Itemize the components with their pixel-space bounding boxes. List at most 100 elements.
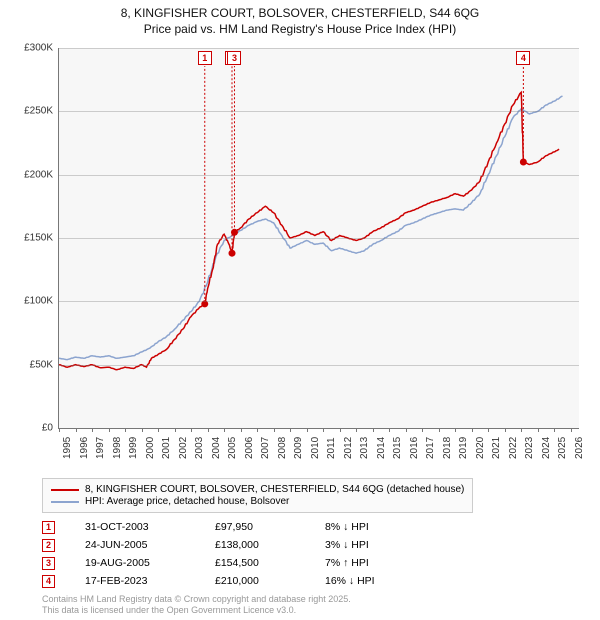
legend-item: HPI: Average price, detached house, Bols… <box>51 496 464 507</box>
y-gridline <box>59 301 579 302</box>
series-price_paid <box>59 92 559 369</box>
sales-marker: 4 <box>42 575 55 588</box>
x-axis-label: 2024 <box>541 437 552 459</box>
x-tick <box>340 428 341 432</box>
x-tick <box>521 428 522 432</box>
marker-label: 3 <box>227 51 241 65</box>
x-tick <box>241 428 242 432</box>
marker-label: 1 <box>198 51 212 65</box>
title-line-1: 8, KINGFISHER COURT, BOLSOVER, CHESTERFI… <box>0 6 600 22</box>
x-tick <box>422 428 423 432</box>
y-gridline <box>59 111 579 112</box>
x-axis-label: 1996 <box>79 437 90 459</box>
x-axis-label: 2025 <box>557 437 568 459</box>
x-tick <box>224 428 225 432</box>
sales-marker: 3 <box>42 557 55 570</box>
x-tick <box>323 428 324 432</box>
x-axis-label: 2011 <box>326 437 337 459</box>
sales-marker: 2 <box>42 539 55 552</box>
sales-row: 319-AUG-2005£154,5007% ↑ HPI <box>42 554 435 572</box>
x-axis-label: 2021 <box>491 437 502 459</box>
marker-dot <box>520 159 527 166</box>
x-tick <box>505 428 506 432</box>
legend-swatch <box>51 501 79 503</box>
x-axis-label: 1995 <box>62 437 73 459</box>
attribution-line-1: Contains HM Land Registry data © Crown c… <box>42 594 351 605</box>
x-axis-label: 2016 <box>409 437 420 459</box>
x-tick <box>125 428 126 432</box>
sales-marker: 1 <box>42 521 55 534</box>
series-hpi <box>59 96 563 360</box>
x-axis-label: 2014 <box>376 437 387 459</box>
sales-price: £154,500 <box>215 557 325 569</box>
x-tick <box>307 428 308 432</box>
x-tick <box>554 428 555 432</box>
sales-date: 19-AUG-2005 <box>85 557 215 569</box>
x-axis-label: 1998 <box>112 437 123 459</box>
x-tick <box>439 428 440 432</box>
title-line-2: Price paid vs. HM Land Registry's House … <box>0 22 600 38</box>
x-tick <box>488 428 489 432</box>
y-axis-label: £0 <box>42 423 53 434</box>
sales-date: 17-FEB-2023 <box>85 575 215 587</box>
marker-label: 4 <box>516 51 530 65</box>
x-tick <box>191 428 192 432</box>
x-axis-label: 2017 <box>425 437 436 459</box>
attribution-line-2: This data is licensed under the Open Gov… <box>42 605 351 616</box>
y-gridline <box>59 238 579 239</box>
x-axis-label: 2012 <box>343 437 354 459</box>
sales-price: £138,000 <box>215 539 325 551</box>
sales-date: 31-OCT-2003 <box>85 521 215 533</box>
x-axis-label: 1999 <box>128 437 139 459</box>
sales-price: £210,000 <box>215 575 325 587</box>
legend-box: 8, KINGFISHER COURT, BOLSOVER, CHESTERFI… <box>42 478 473 513</box>
sales-row: 131-OCT-2003£97,9508% ↓ HPI <box>42 518 435 536</box>
x-tick <box>290 428 291 432</box>
y-axis-label: £300K <box>24 43 53 54</box>
x-tick <box>455 428 456 432</box>
x-axis-label: 2008 <box>277 437 288 459</box>
legend-label: 8, KINGFISHER COURT, BOLSOVER, CHESTERFI… <box>85 484 464 495</box>
x-tick <box>109 428 110 432</box>
plot-area: £0£50K£100K£150K£200K£250K£300K199519961… <box>58 48 579 429</box>
marker-dot <box>229 250 236 257</box>
x-tick <box>406 428 407 432</box>
x-tick <box>208 428 209 432</box>
x-axis-label: 2002 <box>178 437 189 459</box>
x-axis-label: 1997 <box>95 437 106 459</box>
x-axis-label: 2018 <box>442 437 453 459</box>
x-axis-label: 2000 <box>145 437 156 459</box>
x-axis-label: 2022 <box>508 437 519 459</box>
x-tick <box>356 428 357 432</box>
x-axis-label: 2009 <box>293 437 304 459</box>
y-axis-label: £250K <box>24 106 53 117</box>
y-gridline <box>59 48 579 49</box>
x-tick <box>274 428 275 432</box>
y-axis-label: £150K <box>24 233 53 244</box>
y-gridline <box>59 365 579 366</box>
y-gridline <box>59 175 579 176</box>
x-axis-label: 2004 <box>211 437 222 459</box>
x-axis-label: 2003 <box>194 437 205 459</box>
sales-diff: 16% ↓ HPI <box>325 575 435 587</box>
x-tick <box>158 428 159 432</box>
x-tick <box>571 428 572 432</box>
chart-container: 8, KINGFISHER COURT, BOLSOVER, CHESTERFI… <box>0 0 600 620</box>
sales-row: 4 17-FEB-2023£210,00016% ↓ HPI <box>42 572 435 590</box>
x-axis-label: 2020 <box>475 437 486 459</box>
chart-title: 8, KINGFISHER COURT, BOLSOVER, CHESTERFI… <box>0 0 600 37</box>
sales-price: £97,950 <box>215 521 325 533</box>
legend-swatch <box>51 489 79 491</box>
sales-diff: 3% ↓ HPI <box>325 539 435 551</box>
x-axis-label: 2026 <box>574 437 585 459</box>
sales-date: 24-JUN-2005 <box>85 539 215 551</box>
x-tick <box>389 428 390 432</box>
x-axis-label: 2006 <box>244 437 255 459</box>
x-axis-label: 2013 <box>359 437 370 459</box>
legend-label: HPI: Average price, detached house, Bols… <box>85 496 289 507</box>
x-axis-label: 2019 <box>458 437 469 459</box>
y-axis-label: £50K <box>30 359 53 370</box>
sales-table: 131-OCT-2003£97,9508% ↓ HPI224-JUN-2005£… <box>42 518 435 590</box>
x-tick <box>257 428 258 432</box>
marker-dot <box>231 229 238 236</box>
